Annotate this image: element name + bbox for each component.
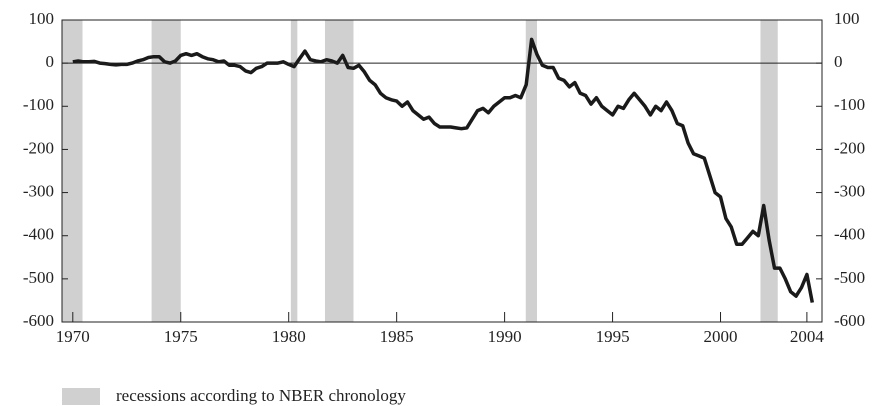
x-tick-label: 1975 bbox=[164, 327, 198, 346]
recession-bands bbox=[62, 20, 778, 322]
x-tick-label: 1970 bbox=[56, 327, 90, 346]
x-tick-label: 2000 bbox=[704, 327, 738, 346]
recession-band bbox=[525, 20, 537, 322]
y2-tick-label: -100 bbox=[834, 95, 865, 114]
legend-swatch bbox=[62, 388, 100, 405]
x-tick-label: 1985 bbox=[380, 327, 414, 346]
x-tick-label: 1995 bbox=[596, 327, 630, 346]
recession-band bbox=[151, 20, 181, 322]
recession-band bbox=[290, 20, 298, 322]
y-tick-label: 100 bbox=[29, 9, 55, 28]
x-tick-label: 1980 bbox=[272, 327, 306, 346]
y-tick-label: -600 bbox=[23, 311, 54, 330]
y-tick-label: -200 bbox=[23, 138, 54, 157]
data-line bbox=[72, 37, 815, 303]
x-tick-label: 1990 bbox=[488, 327, 522, 346]
legend-label: recessions according to NBER chronology bbox=[116, 386, 406, 405]
plot-frame bbox=[61, 19, 823, 323]
y2-tick-label: 100 bbox=[834, 9, 860, 28]
y-tick-label: -400 bbox=[23, 225, 54, 244]
recession-band bbox=[62, 20, 83, 322]
y-tick-label: -500 bbox=[23, 268, 54, 287]
y2-tick-label: 0 bbox=[834, 52, 843, 71]
y2-tick-label: -400 bbox=[834, 225, 865, 244]
y2-tick-label: -300 bbox=[834, 181, 865, 200]
y2-tick-label: -500 bbox=[834, 268, 865, 287]
recession-band bbox=[324, 20, 354, 322]
x-tick-label: 2004 bbox=[790, 327, 825, 346]
y2-tick-label: -600 bbox=[834, 311, 865, 330]
plot bbox=[72, 37, 815, 303]
y-tick-label: -300 bbox=[23, 181, 54, 200]
y-tick-label: 0 bbox=[46, 52, 55, 71]
y-tick-label: -100 bbox=[23, 95, 54, 114]
y2-tick-label: -200 bbox=[834, 138, 865, 157]
recession-band bbox=[760, 20, 778, 322]
